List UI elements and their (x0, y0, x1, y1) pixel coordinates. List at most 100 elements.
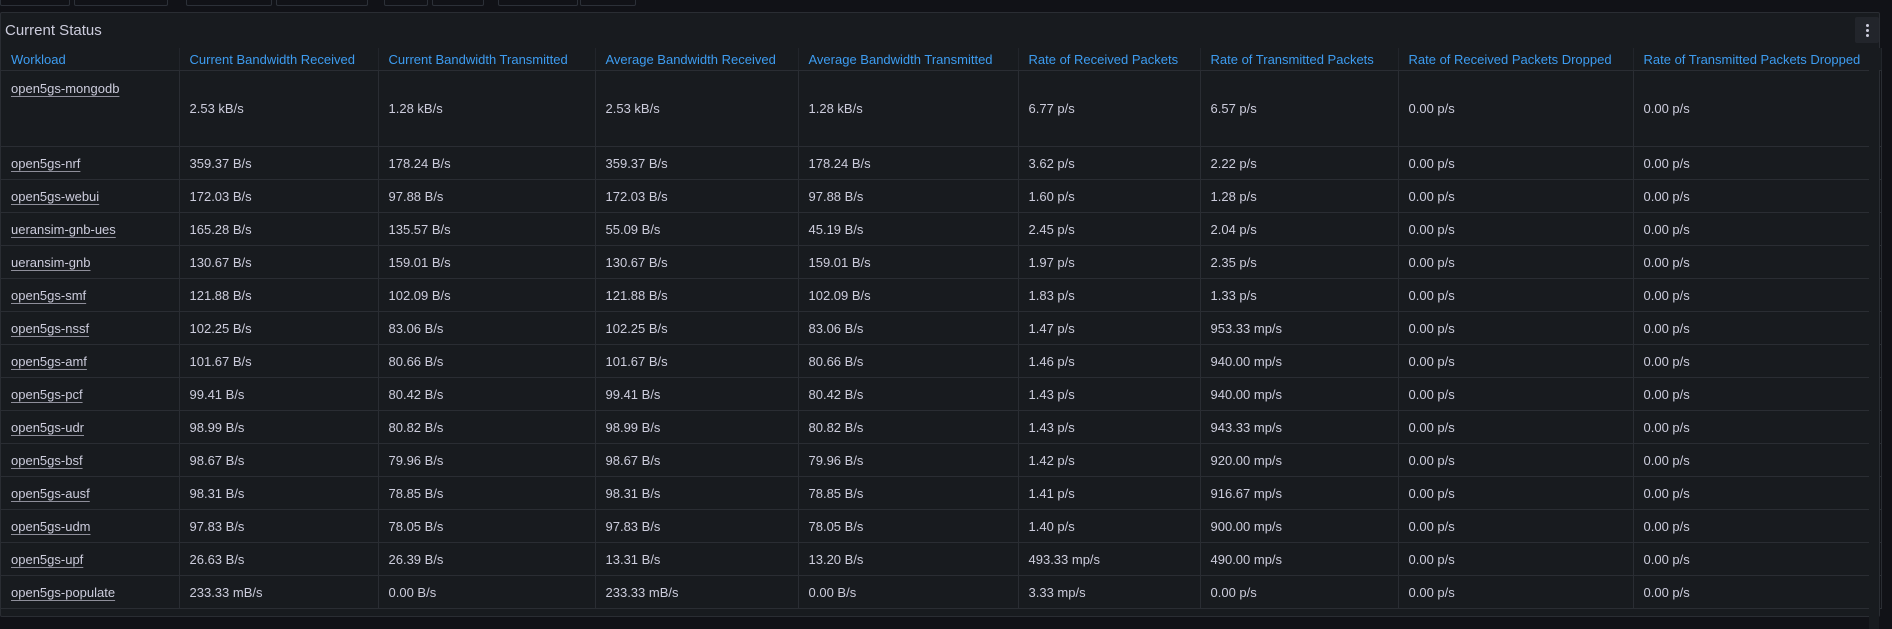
metric-cell: 0.00 p/s (1398, 542, 1634, 576)
workload-cell[interactable]: ueransim-gnb (1, 245, 180, 279)
toolbar-control[interactable] (276, 0, 368, 6)
metric-cell: 2.53 kB/s (179, 70, 379, 147)
table-row: open5gs-udr 98.99 B/s 80.82 B/s 98.99 B/s 80… (1, 410, 1882, 444)
metric-cell: 1.97 p/s (1018, 245, 1201, 279)
metric-cell: 97.83 B/s (595, 509, 799, 543)
metric-cell: 83.06 B/s (378, 311, 596, 345)
metric-cell: 1.83 p/s (1018, 278, 1201, 312)
metric-cell: 6.77 p/s (1018, 70, 1201, 147)
metric-cell: 0.00 p/s (1633, 410, 1882, 444)
metric-cell: 130.67 B/s (595, 245, 799, 279)
column-header[interactable]: Rate of Received Packets (1018, 48, 1201, 71)
workload-cell[interactable]: open5gs-webui (1, 179, 180, 213)
workload-link[interactable]: open5gs-pcf (11, 386, 83, 402)
toolbar-control[interactable] (580, 0, 636, 6)
metric-cell: 1.43 p/s (1018, 377, 1201, 411)
workload-cell[interactable]: open5gs-udm (1, 509, 180, 543)
metric-cell: 0.00 p/s (1633, 212, 1882, 246)
column-header[interactable]: Rate of Received Packets Dropped (1398, 48, 1634, 71)
workload-link[interactable]: open5gs-udm (11, 518, 91, 534)
metric-cell: 0.00 p/s (1633, 245, 1882, 279)
metric-cell: 0.00 p/s (1398, 443, 1634, 477)
workload-cell[interactable]: open5gs-pcf (1, 377, 180, 411)
workload-cell[interactable]: open5gs-nssf (1, 311, 180, 345)
workload-cell[interactable]: open5gs-mongodb (1, 70, 180, 147)
metric-cell: 0.00 p/s (1398, 179, 1634, 213)
toolbar-control[interactable] (498, 0, 578, 6)
toolbar-control[interactable] (384, 0, 428, 6)
metric-cell: 172.03 B/s (179, 179, 379, 213)
metric-cell: 102.09 B/s (378, 278, 596, 312)
metric-cell: 0.00 p/s (1633, 344, 1882, 378)
workload-link[interactable]: open5gs-mongodb (11, 81, 120, 96)
metric-cell: 80.42 B/s (378, 377, 596, 411)
metric-cell: 159.01 B/s (378, 245, 596, 279)
metric-cell: 98.31 B/s (179, 476, 379, 510)
column-header[interactable]: Average Bandwidth Transmitted (798, 48, 1019, 71)
workload-cell[interactable]: open5gs-upf (1, 542, 180, 576)
column-header[interactable]: Rate of Transmitted Packets Dropped (1633, 48, 1882, 71)
table-row: ueransim-gnb 130.67 B/s 159.01 B/s 130.67 B… (1, 245, 1882, 279)
metric-cell: 0.00 p/s (1633, 575, 1882, 609)
workload-link[interactable]: open5gs-upf (11, 551, 84, 567)
workload-link[interactable]: open5gs-nrf (11, 155, 81, 171)
metric-cell: 493.33 mp/s (1018, 542, 1201, 576)
workload-cell[interactable]: open5gs-bsf (1, 443, 180, 477)
metric-cell: 940.00 mp/s (1200, 377, 1399, 411)
column-header[interactable]: Current Bandwidth Received (179, 48, 379, 71)
column-header[interactable]: Average Bandwidth Received (595, 48, 799, 71)
table-row: open5gs-populate 233.33 mB/s 0.00 B/s 233.3… (1, 575, 1882, 609)
metric-cell: 0.00 p/s (1398, 344, 1634, 378)
metric-cell: 1.43 p/s (1018, 410, 1201, 444)
workload-link[interactable]: open5gs-udr (11, 419, 84, 435)
toolbar-control[interactable] (432, 0, 484, 6)
workload-cell[interactable]: open5gs-populate (1, 575, 180, 609)
workload-link[interactable]: ueransim-gnb-ues (11, 221, 116, 237)
metric-cell: 178.24 B/s (378, 146, 596, 180)
toolbar-control[interactable] (74, 0, 168, 6)
toolbar-control[interactable] (0, 0, 70, 6)
vertical-scrollbar[interactable] (1869, 59, 1879, 629)
metric-cell: 79.96 B/s (378, 443, 596, 477)
workload-link[interactable]: open5gs-bsf (11, 452, 83, 468)
workload-link[interactable]: open5gs-webui (11, 188, 100, 204)
table-row: ueransim-gnb-ues 165.28 B/s 135.57 B/s 55.0… (1, 212, 1882, 246)
metric-cell: 78.05 B/s (798, 509, 1019, 543)
workload-cell[interactable]: open5gs-smf (1, 278, 180, 312)
workload-cell[interactable]: open5gs-ausf (1, 476, 180, 510)
metric-cell: 900.00 mp/s (1200, 509, 1399, 543)
workload-link[interactable]: ueransim-gnb (11, 254, 91, 270)
metric-cell: 1.60 p/s (1018, 179, 1201, 213)
metric-cell: 165.28 B/s (179, 212, 379, 246)
workload-cell[interactable]: open5gs-nrf (1, 146, 180, 180)
workload-link[interactable]: open5gs-nssf (11, 320, 90, 336)
metric-cell: 102.25 B/s (595, 311, 799, 345)
metric-cell: 102.09 B/s (798, 278, 1019, 312)
column-header[interactable]: Rate of Transmitted Packets (1200, 48, 1399, 71)
workload-cell[interactable]: ueransim-gnb-ues (1, 212, 180, 246)
metric-cell: 1.33 p/s (1200, 278, 1399, 312)
metric-cell: 2.22 p/s (1200, 146, 1399, 180)
metric-cell: 1.28 p/s (1200, 179, 1399, 213)
metric-cell: 13.31 B/s (595, 542, 799, 576)
metric-cell: 0.00 p/s (1633, 70, 1882, 147)
panel-header: Current Status (1, 13, 1879, 47)
kebab-menu-icon[interactable] (1855, 17, 1879, 43)
toolbar-control[interactable] (186, 0, 272, 6)
workload-link[interactable]: open5gs-populate (11, 584, 116, 600)
workload-link[interactable]: open5gs-amf (11, 353, 87, 369)
metric-cell: 943.33 mp/s (1200, 410, 1399, 444)
metric-cell: 98.67 B/s (595, 443, 799, 477)
column-header[interactable]: Workload (1, 48, 180, 71)
dashboard-toolbar (0, 0, 1892, 12)
metric-cell: 178.24 B/s (798, 146, 1019, 180)
workload-link[interactable]: open5gs-smf (11, 287, 87, 303)
workload-link[interactable]: open5gs-ausf (11, 485, 90, 501)
workload-cell[interactable]: open5gs-udr (1, 410, 180, 444)
workload-cell[interactable]: open5gs-amf (1, 344, 180, 378)
table-row: open5gs-udm 97.83 B/s 78.05 B/s 97.83 B/s 78… (1, 509, 1882, 543)
metric-cell: 13.20 B/s (798, 542, 1019, 576)
metric-cell: 101.67 B/s (595, 344, 799, 378)
column-header[interactable]: Current Bandwidth Transmitted (378, 48, 596, 71)
metric-cell: 45.19 B/s (798, 212, 1019, 246)
